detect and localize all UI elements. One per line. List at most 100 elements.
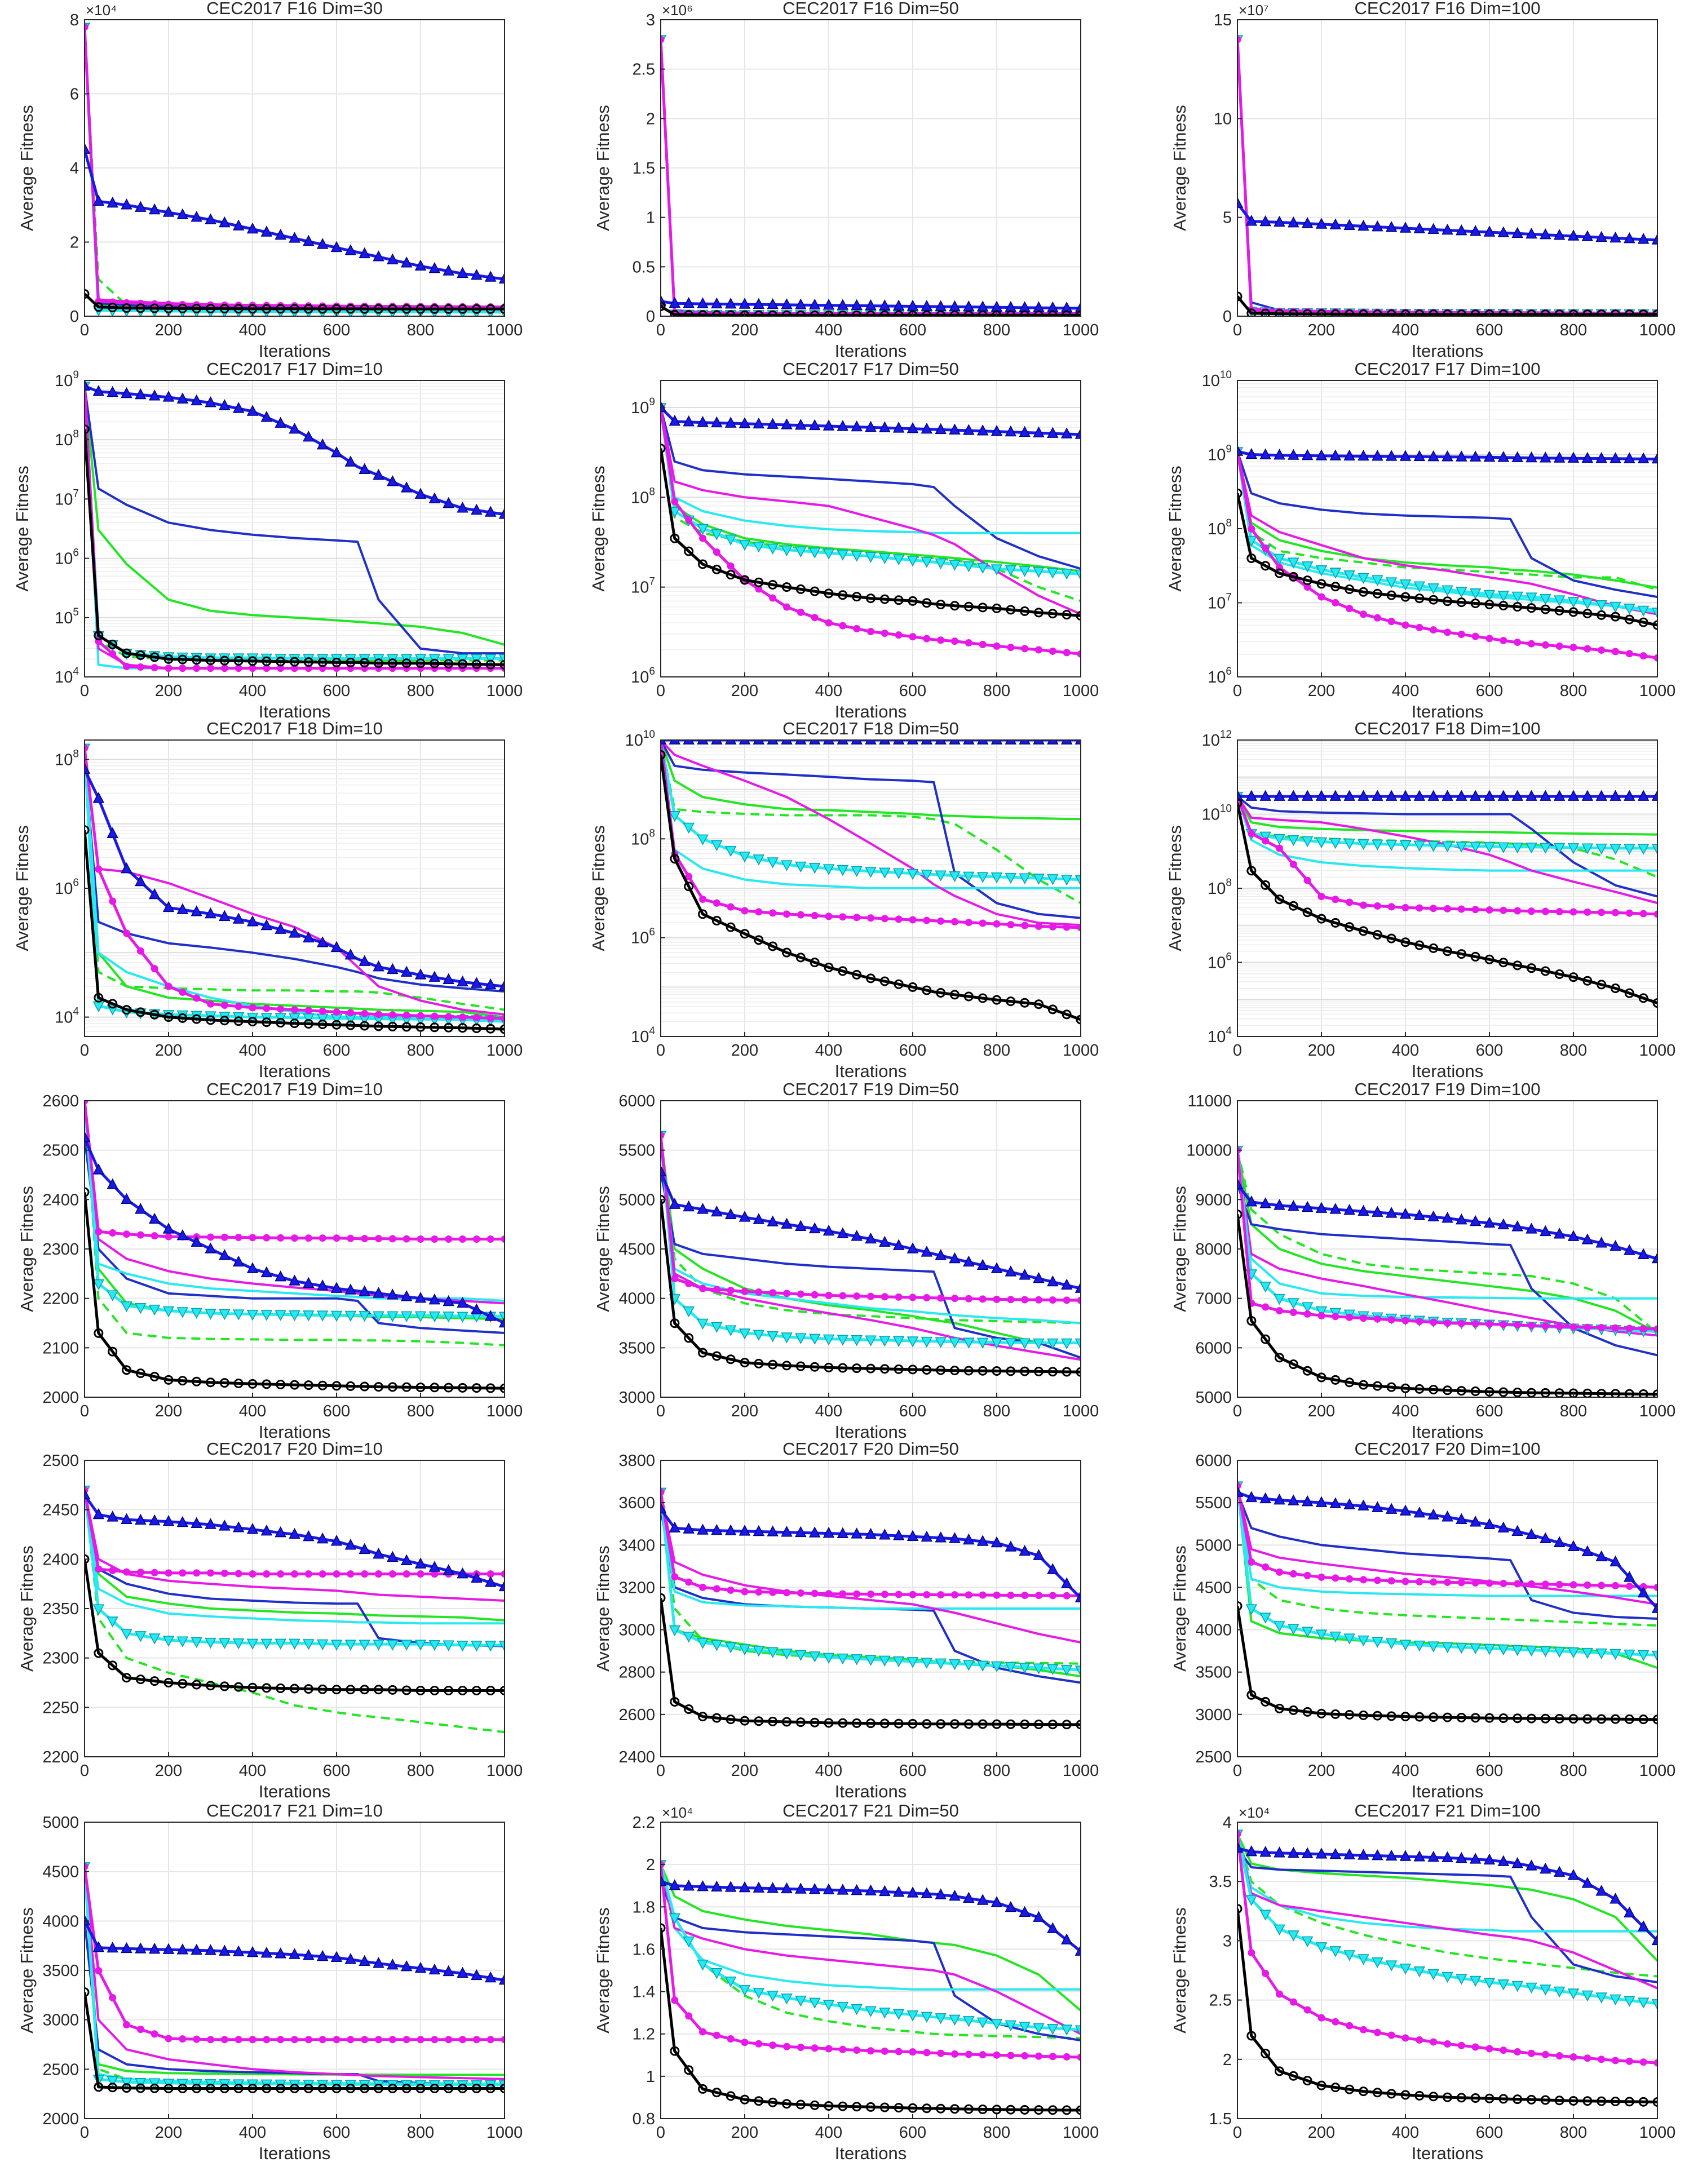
marker-triangle-up: [176, 1229, 189, 1241]
marker-circle: [698, 909, 708, 919]
marker-dot: [1457, 905, 1465, 913]
x-tick-label: 0: [656, 2124, 665, 2142]
marker-dot: [1430, 2038, 1438, 2046]
marker-triangle-up: [191, 1235, 202, 1247]
marker-dot: [375, 1235, 382, 1243]
marker-circle: [192, 1680, 202, 1690]
x-tick-label: 800: [1560, 682, 1587, 700]
marker-dot: [769, 1588, 777, 1596]
marker-dot: [1485, 2045, 1493, 2053]
marker-circle: [795, 584, 806, 594]
marker-triangle-down: [808, 1334, 821, 1345]
marker-triangle-down: [1301, 1627, 1314, 1638]
marker-dot: [1653, 1325, 1657, 1333]
marker-dot: [769, 909, 777, 917]
y-axis-label: Average Fitness: [589, 466, 608, 591]
marker-triangle-up: [1427, 790, 1439, 801]
marker-dot: [699, 534, 706, 542]
x-tick-label: 1000: [1063, 1402, 1099, 1420]
marker-circle: [1372, 930, 1382, 940]
marker-dot: [965, 1591, 972, 1599]
marker-triangle-down: [121, 1629, 132, 1640]
marker-dot: [85, 1101, 89, 1105]
marker-circle: [471, 1383, 481, 1393]
marker-triangle-up: [289, 423, 300, 434]
marker-dot: [1528, 1580, 1535, 1588]
marker-circle: [908, 1365, 918, 1375]
marker-triangle-up: [316, 1279, 329, 1291]
marker-circle: [1400, 1712, 1411, 1722]
marker-dot: [1317, 1573, 1325, 1581]
marker-triangle-up: [303, 431, 315, 442]
series-group: [661, 35, 1081, 316]
marker-circle: [387, 658, 397, 668]
marker-circle: [726, 922, 736, 932]
marker-triangle-up: [1274, 449, 1285, 460]
marker-circle: [1047, 310, 1058, 316]
y-tick-label: 9000: [1195, 1191, 1232, 1209]
marker-circle: [360, 1021, 370, 1031]
marker-triangle-down: [1288, 1298, 1299, 1309]
y-tick-label: 5000: [1195, 1536, 1232, 1554]
marker-triangle-up: [661, 1875, 667, 1886]
marker-circle: [1386, 309, 1396, 316]
x-tick-label: 0: [656, 1762, 665, 1780]
marker-circle: [317, 2084, 328, 2094]
marker-triangle-up: [443, 497, 454, 508]
marker-dot: [685, 1578, 693, 1586]
marker-dot: [1035, 2052, 1042, 2060]
x-tick-label: 400: [239, 2124, 266, 2142]
marker-triangle-up: [823, 419, 835, 431]
marker-triangle-up: [232, 402, 245, 413]
x-tick-label: 200: [731, 2124, 758, 2142]
marker-circle: [1513, 1713, 1523, 1724]
y-tick-label: 108: [631, 827, 655, 848]
marker-triangle-up: [724, 417, 737, 428]
marker-circle: [192, 303, 202, 313]
marker-triangle-up: [949, 1252, 961, 1264]
marker-triangle-up: [303, 1277, 315, 1288]
marker-circle: [444, 304, 454, 314]
marker-triangle-up: [1399, 1208, 1412, 1219]
marker-triangle-up: [1301, 1847, 1314, 1858]
marker-triangle-up: [1469, 450, 1482, 462]
marker-circle: [1624, 309, 1634, 316]
marker-triangle-up: [219, 1944, 231, 1956]
marker-triangle-down: [1651, 608, 1657, 619]
marker-dot: [136, 1231, 144, 1239]
marker-triangle-down: [1553, 1986, 1566, 1998]
marker-triangle-down: [865, 1655, 877, 1666]
marker-triangle-down: [191, 1308, 202, 1319]
marker-dot: [333, 2036, 341, 2044]
marker-triangle-up: [484, 271, 497, 282]
marker-triangle-up: [865, 1884, 877, 1895]
marker-circle: [922, 2103, 932, 2114]
marker-circle: [163, 1375, 174, 1385]
marker-triangle-down: [484, 1641, 497, 1652]
marker-circle: [1527, 1713, 1536, 1724]
marker-dot: [1612, 1324, 1619, 1332]
marker-dot: [895, 2048, 903, 2055]
marker-triangle-up: [1553, 229, 1566, 240]
marker-triangle-up: [1624, 1571, 1635, 1582]
marker-triangle-up: [711, 1205, 723, 1217]
marker-dot: [713, 548, 720, 556]
marker-dot: [1063, 1592, 1071, 1600]
marker-triangle-down: [837, 2002, 849, 2013]
marker-dot: [1248, 830, 1255, 838]
marker-triangle-up: [1595, 1550, 1607, 1562]
marker-triangle-up: [879, 1529, 891, 1540]
marker-triangle-down: [1553, 595, 1566, 606]
marker-triangle-up: [892, 422, 905, 433]
marker-triangle-up: [1610, 1240, 1621, 1251]
marker-dot: [1077, 924, 1081, 932]
marker-dot: [85, 744, 89, 752]
marker-circle: [1246, 1690, 1257, 1700]
marker-dot: [727, 2035, 735, 2043]
marker-circle: [1652, 2097, 1657, 2107]
marker-circle: [1429, 2092, 1439, 2102]
marker-dot: [1584, 1323, 1591, 1331]
marker-triangle-down: [851, 866, 863, 877]
x-tick-label: 1000: [1639, 321, 1676, 339]
marker-circle: [726, 310, 736, 316]
